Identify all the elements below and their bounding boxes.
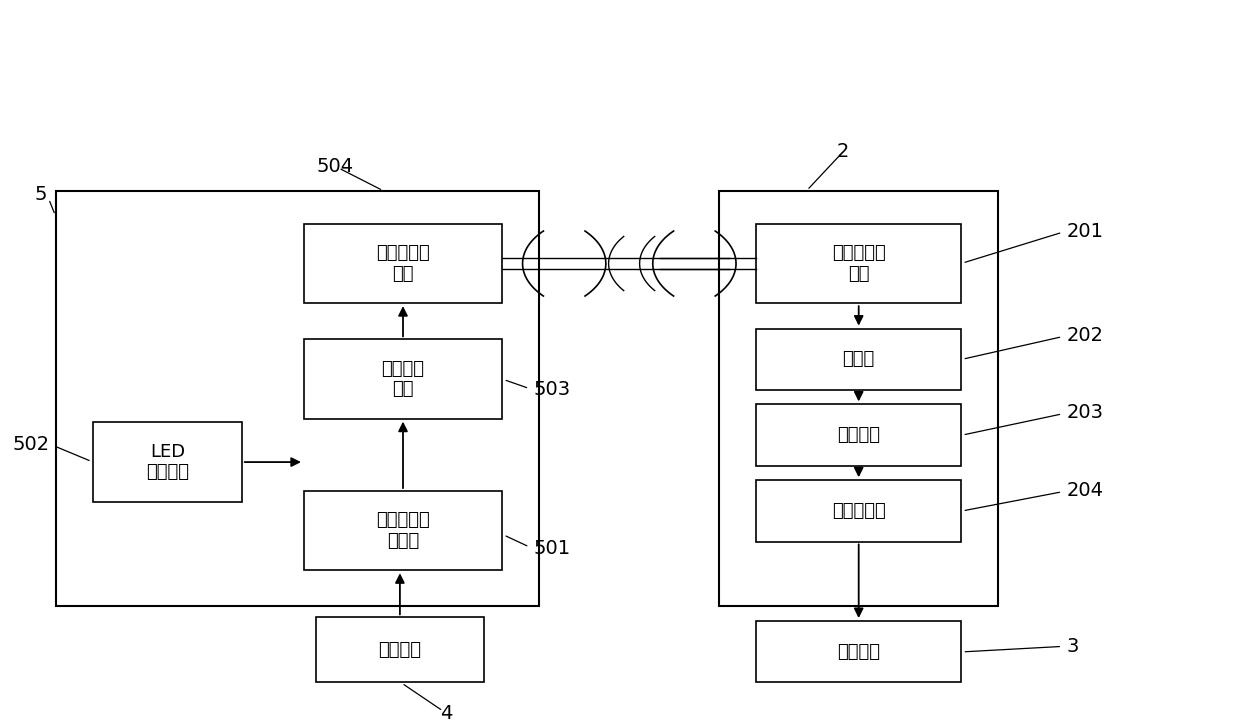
Text: 放大器: 放大器	[842, 350, 875, 368]
Text: 204: 204	[1066, 482, 1104, 500]
Text: 输出单元: 输出单元	[837, 643, 880, 661]
Bar	[756, 329, 961, 390]
Bar	[756, 621, 961, 682]
Text: 203: 203	[1066, 404, 1104, 422]
Text: 可见光感光
单元: 可见光感光 单元	[832, 244, 885, 283]
Bar	[756, 480, 961, 542]
Text: 2: 2	[837, 142, 849, 161]
Bar	[304, 339, 502, 419]
Text: 滤波器单元: 滤波器单元	[832, 502, 885, 520]
Text: 解调单元: 解调单元	[837, 426, 880, 444]
Text: 3: 3	[1066, 637, 1079, 656]
Text: 502: 502	[12, 435, 50, 453]
Text: 501: 501	[533, 539, 570, 558]
Text: 信号幅度调
整单元: 信号幅度调 整单元	[376, 511, 430, 550]
Text: 输入单元: 输入单元	[378, 641, 422, 658]
Text: 可见光发射
单元: 可见光发射 单元	[376, 244, 430, 283]
Bar	[756, 404, 961, 466]
Bar	[719, 191, 998, 606]
Bar	[56, 191, 539, 606]
Text: 信号求和
单元: 信号求和 单元	[382, 360, 424, 399]
Bar	[316, 617, 484, 682]
Text: LED
驱动单元: LED 驱动单元	[146, 443, 188, 482]
Bar	[756, 224, 961, 303]
Bar	[304, 224, 502, 303]
Bar	[93, 422, 242, 502]
Text: 5: 5	[35, 186, 47, 204]
Text: 504: 504	[316, 157, 353, 175]
Text: 503: 503	[533, 380, 570, 399]
Text: 4: 4	[440, 704, 453, 722]
Text: 202: 202	[1066, 326, 1104, 345]
Bar	[304, 491, 502, 570]
Text: 201: 201	[1066, 222, 1104, 240]
